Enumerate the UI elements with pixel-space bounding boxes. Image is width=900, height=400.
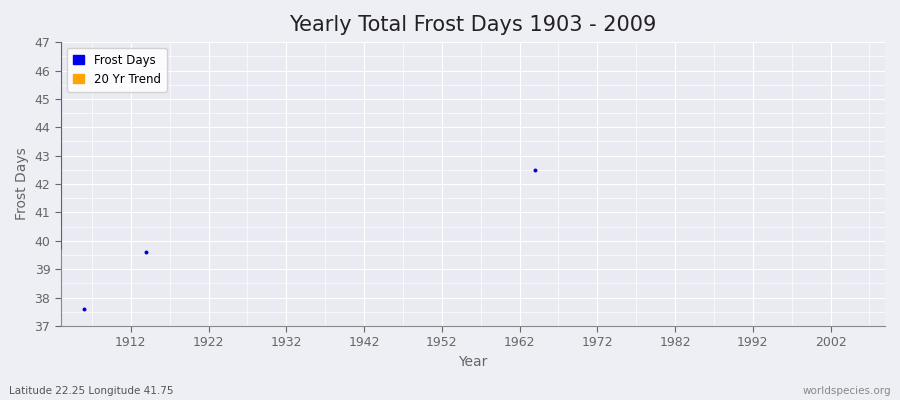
Text: worldspecies.org: worldspecies.org (803, 386, 891, 396)
Y-axis label: Frost Days: Frost Days (15, 148, 29, 220)
Title: Yearly Total Frost Days 1903 - 2009: Yearly Total Frost Days 1903 - 2009 (289, 15, 657, 35)
Legend: Frost Days, 20 Yr Trend: Frost Days, 20 Yr Trend (67, 48, 166, 92)
X-axis label: Year: Year (458, 355, 488, 369)
Text: Latitude 22.25 Longitude 41.75: Latitude 22.25 Longitude 41.75 (9, 386, 174, 396)
Point (140, 249, 154, 256)
Point (77, 306, 92, 312)
Point (528, 167, 543, 173)
